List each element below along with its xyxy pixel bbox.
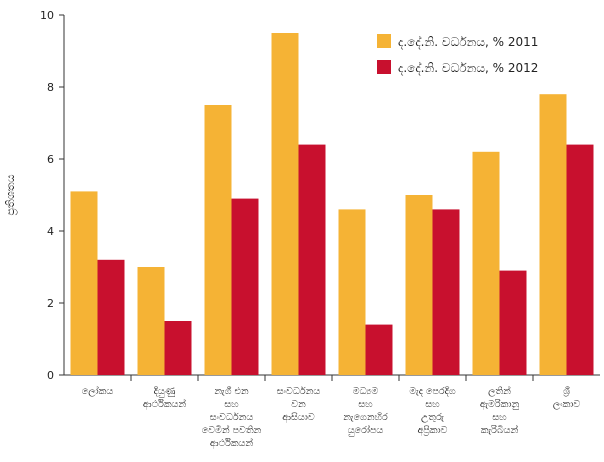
legend-swatch (377, 34, 391, 48)
legend-label: ද.දේ.නි. වර්ධනය, % 2012 (398, 61, 538, 75)
category-label: නැගෙනහිර (343, 411, 388, 423)
bar-2011 (137, 267, 165, 375)
category-label: මධ්‍යම (353, 386, 379, 397)
y-tick-label: 0 (47, 369, 54, 382)
category-label: සංවර්ධනය (210, 411, 254, 423)
y-tick-label: 4 (47, 225, 54, 238)
category-label: සහ (492, 412, 507, 423)
category-label: ශ්‍රී (563, 386, 570, 397)
bar-2012 (164, 321, 192, 375)
category-label: මැද පෙරදිග (409, 385, 456, 397)
category-label: යුරෝපය (348, 423, 384, 436)
category-label: වන (291, 399, 306, 410)
legend: ද.දේ.නි. වර්ධනය, % 2011 ද.දේ.නි. වර්ධනය, … (377, 34, 538, 75)
category-label: ආර්ථිකයන් (210, 436, 253, 449)
bar-2012 (298, 144, 326, 375)
category-label: නැගී එන (214, 386, 249, 397)
bar-2011 (539, 94, 567, 375)
bar-2012 (432, 209, 460, 375)
category-label: සහ (224, 399, 239, 410)
category-label: උතුරු (421, 411, 445, 423)
bar-2011 (472, 151, 500, 375)
bar-2012 (499, 270, 527, 375)
bar-2012 (231, 198, 259, 375)
category-labels: ලෝකය දියුණුආර්ථිකයන්නැගී එනසහසංවර්ධනයවෙමි… (82, 384, 581, 449)
category-label: ලංකාව (553, 399, 581, 410)
bar-2012 (97, 259, 125, 375)
category-label: වෙමින් පවතින (202, 423, 262, 436)
y-axis-title: ප්‍රතිශතය (4, 174, 17, 215)
bars (70, 33, 594, 375)
bar-2011 (204, 105, 232, 375)
category-label: ඇමරිකානු (480, 398, 520, 410)
category-label: ලෝකය (82, 384, 114, 397)
category-label: සහ (358, 399, 373, 410)
y-tick-labels: 0 2 4 6 8 10 (40, 9, 54, 382)
category-label: අප්‍රිකාව (418, 425, 448, 436)
category-label: සංවර්ධනය (277, 385, 321, 397)
bar-2012 (566, 144, 594, 375)
category-label: ආසියාව (282, 412, 315, 423)
legend-label: ද.දේ.නි. වර්ධනය, % 2011 (398, 35, 538, 49)
category-label: කැරිබියන් (481, 423, 519, 436)
category-label: සහ (425, 399, 440, 410)
category-label: දියුණු (153, 386, 175, 397)
bar-2011 (338, 209, 366, 375)
bar-2011 (70, 191, 98, 375)
y-tick-label: 2 (47, 297, 54, 310)
legend-swatch (377, 60, 391, 74)
bar-2011 (271, 33, 299, 375)
y-tick-label: 8 (47, 81, 54, 94)
category-label: ආර්ථිකයන් (143, 397, 186, 410)
category-label: ලතින් (488, 384, 511, 397)
bar-2011 (405, 195, 433, 375)
y-tick-label: 6 (47, 153, 54, 166)
bar-2012 (365, 324, 393, 375)
y-tick-label: 10 (40, 9, 54, 22)
